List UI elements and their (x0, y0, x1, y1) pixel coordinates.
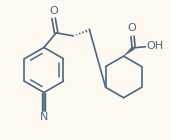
Text: O: O (128, 23, 136, 33)
Polygon shape (124, 46, 135, 56)
Text: N: N (40, 112, 48, 122)
Text: O: O (49, 6, 58, 16)
Text: OH: OH (146, 41, 163, 51)
